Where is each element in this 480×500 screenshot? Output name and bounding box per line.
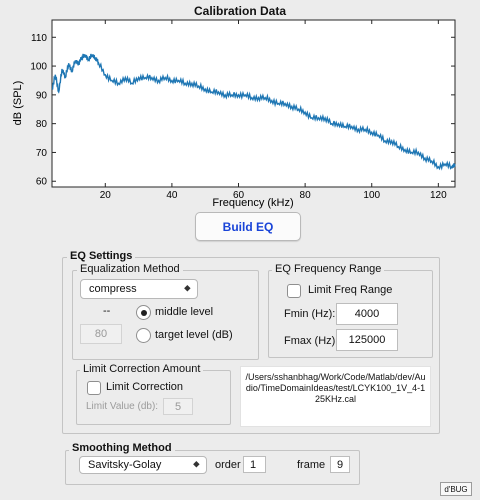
fmin-label: Fmin (Hz):: [284, 308, 336, 320]
limit-correction-label[interactable]: Limit Correction: [106, 381, 184, 393]
fmax-label: Fmax (Hz):: [284, 335, 339, 347]
fmax-field[interactable]: 125000: [336, 329, 398, 351]
x-tick-label: 120: [430, 190, 447, 201]
frame-field[interactable]: 9: [330, 456, 350, 473]
eq-settings-title: EQ Settings: [67, 250, 136, 262]
x-tick-label: 60: [233, 190, 245, 201]
y-tick-label: 70: [36, 148, 48, 159]
calibration-chart: 20 40 60 80 100 120 60 70 80 90 100 110 Frequency (…: [12, 19, 456, 209]
limit-value-field[interactable]: 5: [163, 398, 193, 415]
chevron-updown-icon: ⯁: [192, 459, 200, 470]
limit-correction-panel: [76, 370, 231, 425]
calibration-series-line: [51, 53, 456, 171]
smoothing-method-value: Savitsky-Golay: [88, 459, 162, 471]
eq-settings-panel: [62, 257, 440, 434]
level-dash: --: [103, 305, 111, 317]
target-level-radio[interactable]: [136, 328, 151, 343]
eq-frequency-range-title: EQ Frequency Range: [272, 263, 385, 275]
middle-level-radio[interactable]: [136, 305, 151, 320]
x-tick-label: 80: [300, 190, 312, 201]
order-field[interactable]: 1: [243, 456, 266, 473]
equalization-method-dropdown[interactable]: compress ⯁: [80, 279, 198, 299]
frame-label: frame: [297, 459, 326, 471]
plot-area: [51, 19, 456, 188]
chart-title: Calibration Data: [193, 4, 286, 18]
limit-freq-range-checkbox[interactable]: [287, 284, 301, 298]
limit-correction-checkbox[interactable]: [87, 381, 101, 395]
fmin-field[interactable]: 4000: [336, 303, 398, 325]
limit-correction-title: Limit Correction Amount: [80, 363, 204, 375]
y-tick-label: 90: [36, 90, 48, 101]
y-tick-label: 80: [36, 119, 48, 130]
x-tick-label: 20: [100, 190, 112, 201]
y-tick-label: 60: [36, 177, 48, 188]
middle-level-label[interactable]: middle level: [155, 306, 214, 318]
target-level-label[interactable]: target level (dB): [155, 329, 233, 341]
level-value-field[interactable]: 80: [80, 324, 122, 344]
y-axis-label: dB (SPL): [12, 81, 24, 126]
smoothing-method-panel: [65, 450, 360, 485]
y-tick-label: 110: [31, 33, 47, 44]
limit-value-label: Limit Value (db):: [86, 401, 159, 412]
smoothing-method-title: Smoothing Method: [69, 442, 175, 454]
x-tick-label: 40: [166, 190, 178, 201]
debug-button[interactable]: d'BUG: [440, 482, 472, 496]
limit-freq-range-label[interactable]: Limit Freq Range: [308, 284, 393, 296]
x-axis-label: Frequency (kHz): [212, 197, 293, 209]
chevron-updown-icon: ⯁: [183, 283, 191, 294]
order-label: order: [215, 459, 241, 471]
calibration-file-path: /Users/sshanbhag/Work/Code/Matlab/dev/Au…: [240, 366, 431, 427]
smoothing-method-dropdown[interactable]: Savitsky-Golay ⯁: [79, 456, 207, 474]
equalization-method-title: Equalization Method: [77, 263, 183, 275]
y-tick-label: 100: [30, 62, 47, 73]
equalization-method-value: compress: [89, 283, 137, 295]
x-tick-label: 100: [363, 190, 380, 201]
build-eq-button[interactable]: Build EQ: [195, 212, 301, 241]
